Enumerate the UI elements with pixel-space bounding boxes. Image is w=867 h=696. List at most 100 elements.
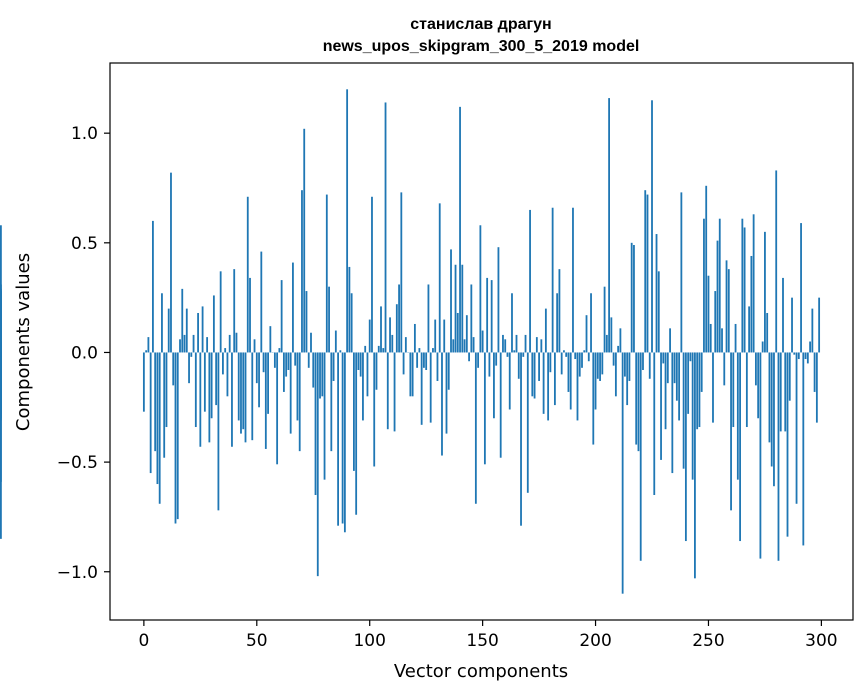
bar bbox=[542, 352, 545, 414]
bar bbox=[743, 227, 746, 353]
bar bbox=[210, 352, 213, 419]
bar bbox=[368, 319, 371, 353]
bar bbox=[240, 352, 242, 434]
bar bbox=[504, 339, 507, 353]
bar bbox=[506, 352, 509, 357]
bar bbox=[346, 89, 349, 353]
bar bbox=[427, 284, 430, 353]
bar bbox=[585, 315, 588, 353]
bar bbox=[646, 194, 649, 353]
bar bbox=[610, 317, 613, 353]
bar bbox=[226, 352, 229, 397]
bar bbox=[804, 352, 807, 360]
bar bbox=[296, 352, 299, 421]
bar bbox=[481, 330, 484, 353]
bar bbox=[655, 234, 658, 353]
bar bbox=[312, 352, 315, 388]
bar bbox=[425, 352, 428, 370]
bar bbox=[818, 297, 821, 353]
bar bbox=[574, 352, 577, 360]
bar bbox=[208, 352, 211, 443]
bar bbox=[764, 231, 766, 353]
bar bbox=[513, 350, 516, 353]
bar bbox=[373, 352, 376, 467]
bar bbox=[553, 352, 556, 406]
bar bbox=[770, 352, 773, 467]
bar bbox=[190, 352, 193, 357]
bar bbox=[673, 352, 676, 384]
bar bbox=[592, 352, 595, 445]
bar bbox=[524, 334, 527, 353]
bar bbox=[691, 352, 694, 480]
bar bbox=[237, 352, 240, 421]
bar bbox=[779, 352, 782, 432]
bar bbox=[526, 352, 529, 493]
bar bbox=[633, 245, 635, 353]
bar bbox=[197, 312, 199, 353]
bar bbox=[486, 277, 489, 353]
bar bbox=[303, 128, 306, 353]
bar bbox=[298, 352, 301, 452]
bar bbox=[183, 334, 186, 353]
bar bbox=[269, 326, 272, 353]
bar bbox=[811, 308, 814, 353]
bar bbox=[402, 352, 405, 375]
bar bbox=[429, 352, 432, 423]
bar bbox=[246, 196, 249, 353]
bar bbox=[725, 260, 728, 353]
bar bbox=[418, 348, 421, 353]
bar bbox=[802, 352, 805, 546]
bar bbox=[644, 190, 647, 353]
bar bbox=[696, 352, 699, 430]
bar bbox=[188, 352, 190, 384]
bar bbox=[273, 352, 276, 368]
bar bbox=[154, 352, 157, 452]
bar bbox=[289, 352, 292, 434]
bar bbox=[158, 352, 161, 504]
y-tick-label: −0.5 bbox=[57, 453, 98, 473]
bar bbox=[682, 352, 685, 469]
bar bbox=[635, 352, 638, 445]
bar bbox=[813, 352, 816, 392]
bar bbox=[761, 341, 764, 353]
y-tick-label: −1.0 bbox=[57, 563, 98, 583]
bar bbox=[614, 352, 617, 397]
bar bbox=[305, 291, 308, 353]
bar bbox=[563, 350, 565, 353]
bar bbox=[292, 262, 294, 353]
bar bbox=[703, 218, 705, 353]
bar bbox=[280, 280, 283, 353]
bar bbox=[179, 339, 181, 353]
bar bbox=[734, 323, 737, 353]
bar bbox=[601, 352, 604, 375]
bar bbox=[488, 352, 491, 377]
bar bbox=[228, 334, 231, 353]
bar bbox=[0, 352, 2, 419]
bar bbox=[420, 352, 423, 425]
bar bbox=[587, 352, 590, 362]
bar bbox=[163, 352, 166, 458]
bar bbox=[167, 308, 170, 353]
bar bbox=[242, 352, 245, 430]
bar bbox=[212, 295, 215, 353]
bar bbox=[323, 352, 326, 480]
bar bbox=[784, 352, 787, 432]
bar bbox=[788, 352, 791, 401]
bar bbox=[669, 328, 671, 353]
bar bbox=[161, 293, 163, 353]
bar bbox=[350, 293, 353, 353]
bar bbox=[578, 352, 581, 377]
bar bbox=[712, 352, 714, 423]
bar bbox=[359, 352, 362, 377]
bar bbox=[278, 348, 281, 353]
bar bbox=[594, 352, 597, 410]
x-tick-label: 150 bbox=[466, 631, 498, 651]
y-axis: −1.0 −0.5 0.0 0.5 1.0 bbox=[57, 124, 110, 583]
bar bbox=[185, 308, 188, 353]
bar bbox=[497, 247, 500, 353]
bar bbox=[474, 352, 477, 504]
bar bbox=[522, 352, 525, 357]
bar bbox=[558, 269, 561, 353]
bar bbox=[371, 196, 373, 353]
bar bbox=[815, 352, 818, 423]
